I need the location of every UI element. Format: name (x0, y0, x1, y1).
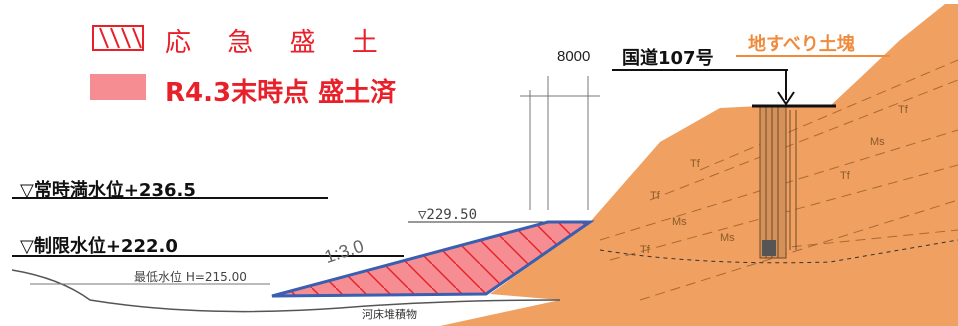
road-arrow-head (777, 91, 795, 106)
geology-label-tf: Tf (840, 170, 850, 182)
fill-crest-level-label: ▽229.50 (418, 207, 478, 223)
geology-label-ms: Ms (672, 216, 687, 228)
emergency-fill-hatch (272, 222, 590, 296)
riverbed-sediment-label: 河床堆積物 (362, 308, 417, 321)
geology-label-tf: Tf (690, 158, 700, 170)
dimension-lines (520, 76, 600, 210)
restricted-water-level-label: ▽制限水位+222.0 (20, 236, 178, 257)
geology-label-tf: Tf (898, 104, 908, 116)
geology-label-tf: Tf (650, 190, 660, 202)
minimum-water-level-label: 最低水位 H=215.00 (134, 270, 247, 284)
riverbed-ground-line (11, 269, 561, 313)
dimension-label: 8000 (557, 48, 591, 65)
borehole (759, 105, 800, 259)
geology-label-ms: Ms (720, 232, 735, 244)
emergency-fill-outline (271, 220, 595, 298)
legend-hatch-swatch (92, 25, 144, 51)
geology-label-ms: Ms (870, 136, 885, 148)
national-road-label: 国道107号 (622, 48, 714, 69)
landslide-mass (440, 4, 958, 326)
geology-label-tf: Tf (640, 244, 650, 256)
landslide-block-label: 地すべり土塊 (748, 34, 855, 55)
legend-filled-swatch (90, 74, 146, 100)
normal-full-water-level-label: ▽常時満水位+236.5 (20, 180, 196, 201)
legend-completed-fill-label: R4.3末時点 盛土済 (165, 78, 397, 108)
original-slope-dashed (599, 239, 958, 264)
legend-emergency-fill-label: 応 急 盛 土 (165, 28, 392, 58)
